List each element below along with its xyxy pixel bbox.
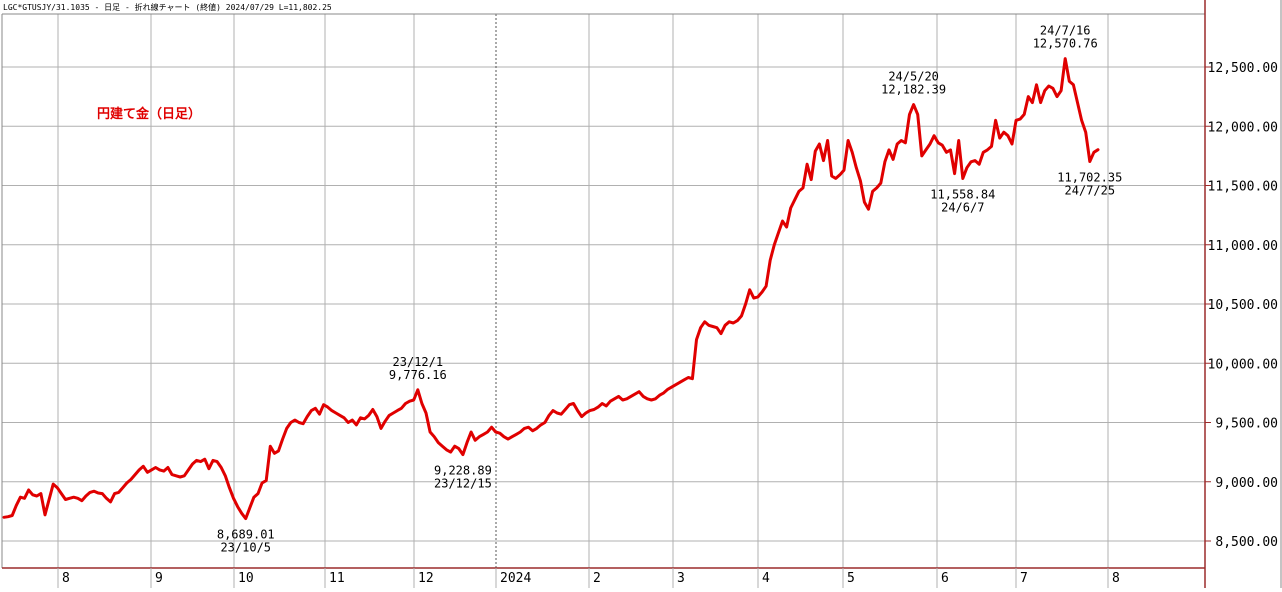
x-tick-label: 10 (238, 571, 254, 586)
x-tick-label: 2024 (500, 571, 531, 586)
annotation-line2: 23/12/15 (434, 477, 492, 491)
annotation-line1: 23/12/1 (393, 355, 444, 369)
series-line (2, 57, 1100, 521)
annotation-line2: 24/6/7 (941, 201, 984, 215)
annotation-line2: 12,570.76 (1033, 37, 1098, 51)
x-tick-label: 6 (941, 571, 949, 586)
x-axis-ticks: 8 9 10 11 12 2024 2 3 4 5 6 7 8 (57, 568, 1120, 588)
x-tick-label: 11 (329, 571, 345, 586)
annotation-line2: 23/10/5 (220, 541, 271, 555)
annotation-line2: 24/7/25 (1065, 184, 1116, 198)
annotation-line2: 12,182.39 (881, 83, 946, 97)
chart-title: 円建て金（日足） (97, 106, 201, 122)
y-tick-label: 10,500.00 (1208, 298, 1278, 313)
x-tick-label: 3 (677, 571, 685, 586)
vertical-grid (57, 14, 1109, 568)
y-tick-label: 12,500.00 (1208, 61, 1278, 76)
annotation-line1: 8,689.01 (217, 528, 275, 542)
y-tick-label: 9,500.00 (1215, 417, 1278, 432)
annotation-line1: 9,228.89 (434, 464, 492, 478)
x-tick-label: 4 (762, 571, 770, 586)
annotation-line1: 11,558.84 (930, 188, 995, 202)
annotation-line1: 11,702.35 (1057, 171, 1122, 185)
chart-header: LGC*GTUSJY/31.1035 - 日足 - 折れ線チャート (終値) 2… (3, 2, 332, 12)
annotation-line1: 24/5/20 (888, 70, 939, 84)
annotation-line2: 9,776.16 (389, 368, 447, 382)
y-tick-label: 10,000.00 (1208, 357, 1278, 372)
y-axis-ticks: 8,500.00 9,000.00 9,500.00 10,000.00 10,500.… (1205, 61, 1278, 550)
x-tick-label: 9 (155, 571, 163, 586)
y-tick-label: 12,000.00 (1208, 120, 1278, 135)
x-tick-label: 8 (1112, 571, 1120, 586)
y-tick-label: 11,000.00 (1208, 239, 1278, 254)
x-tick-label: 5 (847, 571, 855, 586)
horizontal-grid (2, 66, 1205, 542)
x-tick-label: 7 (1020, 571, 1028, 586)
x-tick-label: 2 (593, 571, 601, 586)
y-tick-label: 11,500.00 (1208, 180, 1278, 195)
annotation-line1: 24/7/16 (1040, 24, 1091, 38)
y-tick-label: 8,500.00 (1215, 535, 1278, 550)
x-tick-label: 12 (418, 571, 434, 586)
x-tick-label: 8 (62, 571, 70, 586)
y-tick-label: 9,000.00 (1215, 476, 1278, 491)
